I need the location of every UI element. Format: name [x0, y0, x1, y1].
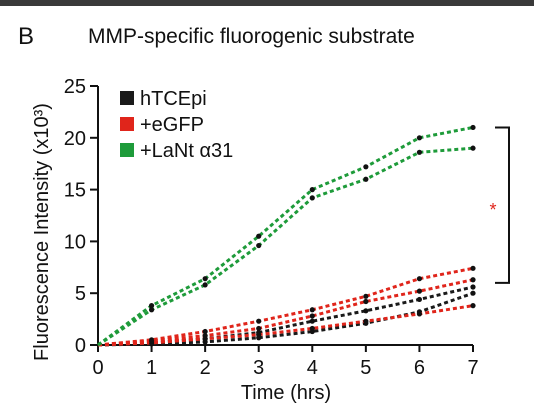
series-line [97, 125, 474, 347]
data-point [256, 318, 262, 324]
x-tick-label: 1 [146, 357, 157, 379]
data-point [470, 290, 476, 296]
data-point [470, 145, 476, 151]
y-tick-label: 25 [64, 76, 86, 98]
data-point [470, 303, 476, 309]
significance-bracket [495, 126, 510, 284]
x-tick-label: 3 [253, 357, 264, 379]
legend-label: +LaNt α31 [140, 140, 233, 162]
data-point [256, 233, 262, 239]
data-point [309, 325, 315, 332]
data-point [470, 284, 476, 290]
data-point [309, 313, 315, 319]
y-tick-label: 20 [64, 128, 86, 150]
legend-swatch [120, 91, 134, 105]
chart-title: MMP-specific fluorogenic substrate [88, 25, 415, 48]
data-point [363, 164, 369, 170]
legend-swatch [120, 143, 134, 157]
x-tick-label: 5 [360, 357, 371, 379]
data-point [202, 333, 208, 339]
x-tick-label: 4 [307, 357, 318, 379]
series-4 [97, 277, 476, 347]
x-axis-label: Time (hrs) [241, 382, 331, 404]
x-tick-label: 7 [467, 357, 478, 379]
data-point [309, 307, 315, 313]
data-point [416, 288, 423, 294]
series-line [97, 266, 474, 347]
legend-swatch [120, 117, 134, 131]
data-point [202, 276, 208, 282]
series-line [97, 278, 474, 347]
data-point [363, 298, 369, 305]
data-point [416, 149, 423, 155]
data-point [416, 135, 423, 141]
series-5 [97, 124, 476, 347]
data-point [416, 276, 423, 282]
legend-label: hTCEpi [140, 88, 207, 110]
series-layer [97, 124, 476, 347]
data-point [470, 277, 476, 283]
data-point [309, 195, 315, 201]
series-6 [97, 145, 476, 347]
axes: 0 5 10 15 20 25 0 1 2 3 4 5 6 7 [64, 76, 479, 379]
data-point [202, 328, 208, 335]
significance-star: * [489, 200, 496, 220]
data-point [256, 325, 262, 332]
y-tick-label: 10 [64, 231, 86, 253]
series-line [97, 146, 474, 347]
top-border [0, 0, 534, 6]
x-tick-label: 6 [414, 357, 425, 379]
x-tick-label: 2 [200, 357, 211, 379]
x-tick-label: 0 [92, 357, 103, 379]
data-point [416, 311, 423, 317]
data-point [256, 242, 262, 249]
data-point [363, 308, 369, 314]
data-point [363, 318, 369, 324]
data-point [148, 303, 155, 309]
panel-label: B [18, 23, 34, 50]
significance-annotation: * [489, 126, 510, 284]
y-axis-label: Fluorescence Intensity (x10³) [31, 103, 53, 361]
data-point [363, 176, 369, 182]
data-point [256, 332, 262, 338]
y-tick-label: 0 [75, 335, 86, 357]
data-point [416, 296, 423, 303]
legend: hTCEpi +eGFP +LaNt α31 [120, 88, 233, 162]
data-point [363, 293, 369, 299]
data-point [309, 318, 315, 324]
y-tick-label: 5 [75, 283, 86, 305]
legend-label: +eGFP [140, 114, 204, 136]
data-point [309, 187, 315, 193]
data-point [202, 282, 208, 288]
data-point [470, 265, 476, 271]
series-line [97, 285, 474, 347]
data-point [148, 338, 155, 344]
data-point [470, 124, 476, 131]
data-point [148, 307, 155, 313]
y-tick-label: 15 [64, 180, 86, 202]
